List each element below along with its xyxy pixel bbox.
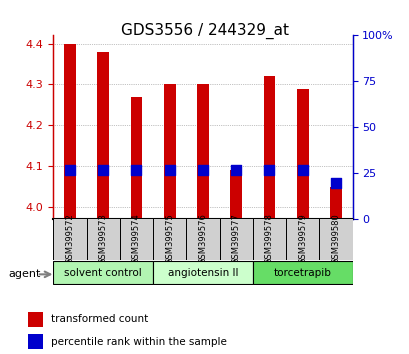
Bar	[97, 52, 109, 219]
Point	[100, 167, 106, 173]
Bar	[296, 88, 308, 219]
FancyBboxPatch shape	[53, 261, 153, 284]
Text: percentile rank within the sample: percentile rank within the sample	[51, 337, 226, 347]
FancyBboxPatch shape	[153, 261, 252, 284]
FancyBboxPatch shape	[252, 218, 285, 260]
Text: GSM399573: GSM399573	[99, 222, 108, 276]
Text: GSM399579: GSM399579	[297, 213, 306, 264]
FancyBboxPatch shape	[153, 218, 186, 260]
Text: agent: agent	[8, 269, 40, 279]
Point	[199, 167, 206, 173]
Text: GSM399572: GSM399572	[65, 213, 74, 264]
FancyBboxPatch shape	[186, 218, 219, 260]
Bar	[197, 85, 208, 219]
FancyBboxPatch shape	[285, 218, 319, 260]
Point	[299, 167, 305, 173]
Bar	[164, 85, 175, 219]
Text: GSM399577: GSM399577	[231, 213, 240, 264]
Text: GSM399577: GSM399577	[231, 222, 240, 276]
Text: GSM399575: GSM399575	[165, 222, 174, 276]
Point	[232, 167, 239, 173]
Bar	[329, 187, 341, 219]
Text: GSM399580: GSM399580	[330, 213, 339, 264]
FancyBboxPatch shape	[219, 218, 252, 260]
FancyBboxPatch shape	[53, 218, 86, 260]
Bar	[28, 312, 43, 327]
Text: GSM399574: GSM399574	[132, 213, 141, 264]
Text: angiotensin II: angiotensin II	[167, 268, 238, 278]
FancyBboxPatch shape	[119, 218, 153, 260]
Text: GSM399576: GSM399576	[198, 222, 207, 276]
Text: GSM399578: GSM399578	[264, 213, 273, 264]
Text: GSM399578: GSM399578	[264, 222, 273, 276]
Text: GDS3556 / 244329_at: GDS3556 / 244329_at	[121, 23, 288, 39]
Text: GSM399572: GSM399572	[65, 222, 74, 276]
Bar	[263, 76, 274, 219]
FancyBboxPatch shape	[252, 261, 352, 284]
Bar	[64, 44, 76, 219]
Text: GSM399580: GSM399580	[330, 222, 339, 276]
Text: GSM399579: GSM399579	[297, 222, 306, 276]
Text: transformed count: transformed count	[51, 314, 148, 324]
Text: torcetrapib: torcetrapib	[273, 268, 331, 278]
Text: GSM399576: GSM399576	[198, 213, 207, 264]
Point	[133, 167, 139, 173]
Point	[332, 180, 338, 185]
Text: GSM399573: GSM399573	[99, 213, 108, 264]
Text: GSM399575: GSM399575	[165, 213, 174, 264]
Bar	[230, 170, 241, 219]
Point	[265, 167, 272, 173]
Bar	[28, 334, 43, 349]
Text: GSM399574: GSM399574	[132, 222, 141, 276]
Point	[166, 167, 173, 173]
FancyBboxPatch shape	[86, 218, 119, 260]
Point	[67, 167, 73, 173]
Bar	[130, 97, 142, 219]
Text: solvent control: solvent control	[64, 268, 142, 278]
FancyBboxPatch shape	[319, 218, 352, 260]
